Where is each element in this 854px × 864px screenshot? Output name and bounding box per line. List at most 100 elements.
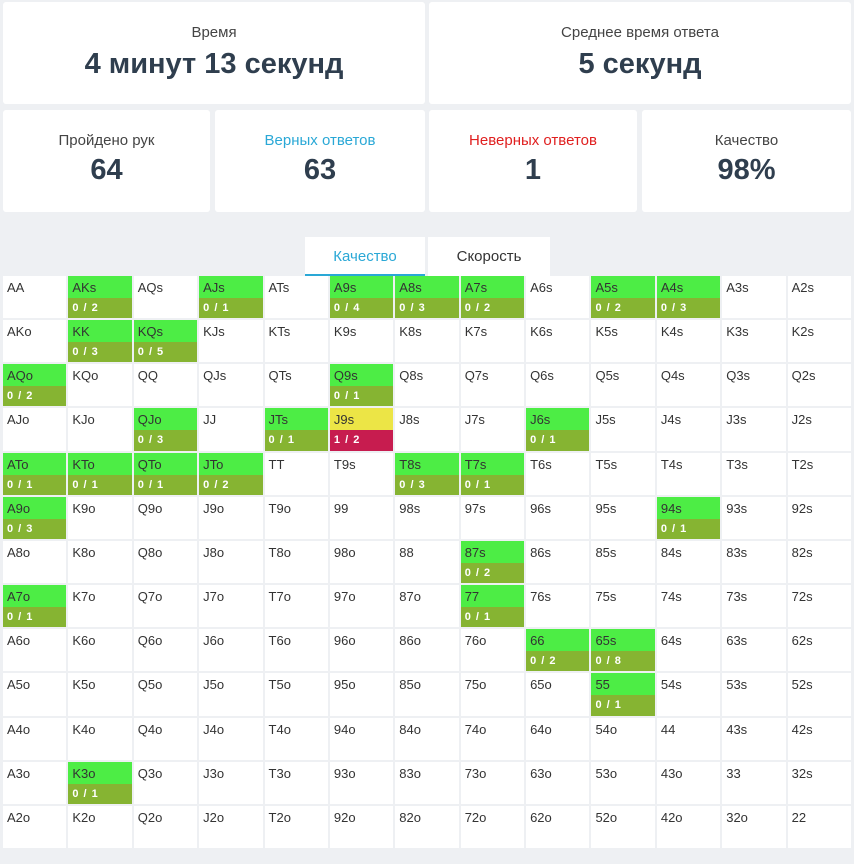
hand-cell[interactable]: K3s [722,320,786,363]
hand-cell[interactable]: K2s [787,320,851,363]
hand-cell[interactable]: T8s 0 / 3 [395,452,459,495]
hand-cell[interactable]: T2o [264,805,328,848]
hand-cell[interactable]: T7s 0 / 1 [460,452,525,495]
hand-cell[interactable]: Q7o [133,585,198,628]
hand-cell[interactable]: 55 0 / 1 [591,673,655,716]
hand-cell[interactable]: QJo 0 / 3 [133,408,198,451]
hand-cell[interactable]: Q8s [395,364,459,407]
hand-cell[interactable]: 43o [656,761,721,804]
hand-cell[interactable]: K8s [395,320,459,363]
hand-cell[interactable]: Q2o [133,805,198,848]
hand-cell[interactable]: J5o [199,673,263,716]
hand-cell[interactable]: AQs [133,276,198,319]
hand-cell[interactable]: 82s [787,540,851,584]
hand-cell[interactable]: K2o [68,805,132,848]
hand-cell[interactable]: 93s [722,496,786,539]
hand-cell[interactable]: 73s [722,585,786,628]
hand-cell[interactable]: J5s [591,408,655,451]
hand-cell[interactable]: 85s [591,540,655,584]
hand-cell[interactable]: ATo 0 / 1 [3,452,67,495]
hand-cell[interactable]: 74o [460,717,525,760]
hand-cell[interactable]: 87s 0 / 2 [460,540,525,584]
hand-cell[interactable]: T4s [656,452,721,495]
hand-cell[interactable]: 82o [395,805,459,848]
hand-cell[interactable]: 54o [591,717,655,760]
hand-cell[interactable]: A7o 0 / 1 [3,585,67,628]
hand-cell[interactable]: 72s [787,585,851,628]
hand-cell[interactable]: AQo 0 / 2 [3,364,67,407]
hand-cell[interactable]: T5o [264,673,328,716]
hand-cell[interactable]: J4o [199,717,263,760]
hand-cell[interactable]: A8s 0 / 3 [395,276,459,319]
hand-cell[interactable]: AKs 0 / 2 [68,276,132,319]
hand-cell[interactable]: Q9s 0 / 1 [329,364,394,407]
hand-cell[interactable]: K7s [460,320,525,363]
hand-cell[interactable]: J6o [199,629,263,672]
hand-cell[interactable]: QTo 0 / 1 [133,452,198,495]
hand-cell[interactable]: 52s [787,673,851,716]
hand-cell[interactable]: Q2s [787,364,851,407]
hand-cell[interactable]: K6o [68,629,132,672]
hand-cell[interactable]: 54s [656,673,721,716]
hand-cell[interactable]: JTs 0 / 1 [264,408,328,451]
hand-cell[interactable]: 83o [395,761,459,804]
hand-cell[interactable]: 72o [460,805,525,848]
hand-cell[interactable]: T6s [526,452,590,495]
hand-cell[interactable]: A4s 0 / 3 [656,276,721,319]
hand-cell[interactable]: T3o [264,761,328,804]
hand-cell[interactable]: 95o [329,673,394,716]
hand-cell[interactable]: 42o [656,805,721,848]
hand-cell[interactable]: KQs 0 / 5 [133,320,198,363]
hand-cell[interactable]: 66 0 / 2 [526,629,590,672]
hand-cell[interactable]: T2s [787,452,851,495]
hand-cell[interactable]: KK 0 / 3 [68,320,132,363]
hand-cell[interactable]: J7o [199,585,263,628]
hand-cell[interactable]: K5s [591,320,655,363]
hand-cell[interactable]: K6s [526,320,590,363]
hand-cell[interactable]: 63o [526,761,590,804]
hand-cell[interactable]: J8s [395,408,459,451]
hand-cell[interactable]: 74s [656,585,721,628]
hand-cell[interactable]: K9s [329,320,394,363]
hand-cell[interactable]: 84s [656,540,721,584]
hand-cell[interactable]: QJs [199,364,263,407]
hand-cell[interactable]: KTo 0 / 1 [68,452,132,495]
hand-cell[interactable]: J7s [460,408,525,451]
hand-cell[interactable]: K4o [68,717,132,760]
hand-cell[interactable]: 87o [395,585,459,628]
hand-cell[interactable]: Q3o [133,761,198,804]
hand-cell[interactable]: J9o [199,496,263,539]
hand-cell[interactable]: 44 [656,717,721,760]
hand-cell[interactable]: 94o [329,717,394,760]
hand-cell[interactable]: A9o 0 / 3 [3,496,67,539]
hand-cell[interactable]: 75s [591,585,655,628]
hand-cell[interactable]: JJ [199,408,263,451]
hand-cell[interactable]: 96o [329,629,394,672]
hand-cell[interactable]: Q4s [656,364,721,407]
hand-cell[interactable]: 53s [722,673,786,716]
hand-cell[interactable]: 92s [787,496,851,539]
hand-cell[interactable]: A5o [3,673,67,716]
hand-cell[interactable]: 96s [526,496,590,539]
hand-cell[interactable]: Q4o [133,717,198,760]
hand-cell[interactable]: K8o [68,540,132,584]
hand-cell[interactable]: 32o [722,805,786,848]
hand-cell[interactable]: J2o [199,805,263,848]
hand-cell[interactable]: T9s [329,452,394,495]
hand-cell[interactable]: A6s [526,276,590,319]
hand-cell[interactable]: K7o [68,585,132,628]
hand-cell[interactable]: KTs [264,320,328,363]
hand-cell[interactable]: A6o [3,629,67,672]
hand-cell[interactable]: 95s [591,496,655,539]
hand-cell[interactable]: K3o 0 / 1 [68,761,132,804]
hand-cell[interactable]: 75o [460,673,525,716]
hand-cell[interactable]: AA [3,276,67,319]
hand-cell[interactable]: 33 [722,761,786,804]
hand-cell[interactable]: 98s [395,496,459,539]
hand-cell[interactable]: 76o [460,629,525,672]
hand-cell[interactable]: KJo [68,408,132,451]
hand-cell[interactable]: Q9o [133,496,198,539]
hand-cell[interactable]: T4o [264,717,328,760]
hand-cell[interactable]: J3s [722,408,786,451]
hand-cell[interactable]: 77 0 / 1 [460,585,525,628]
